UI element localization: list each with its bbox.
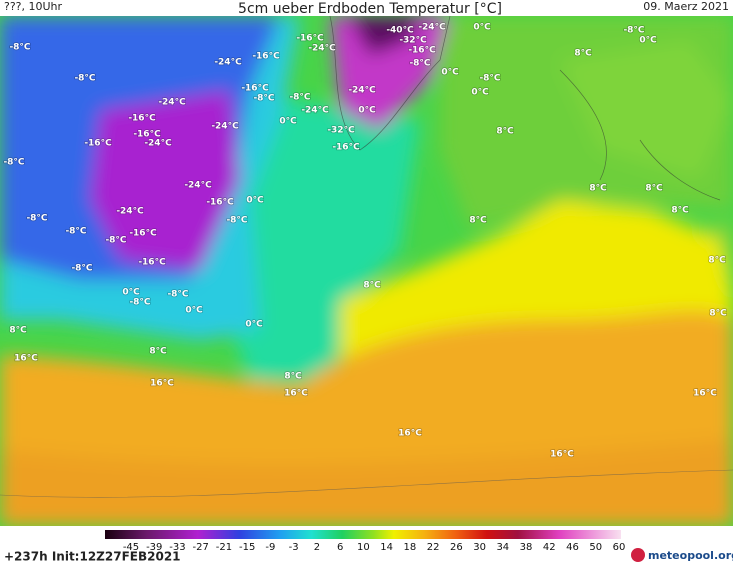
colorbar-tick-label: 50 — [589, 542, 602, 553]
map-label: -16°C — [138, 258, 166, 268]
map-label: -8°C — [409, 59, 430, 69]
map-label: 8°C — [574, 49, 592, 59]
map-label: 16°C — [693, 389, 717, 399]
map-label: -16°C — [84, 139, 112, 149]
map-label: -8°C — [289, 93, 310, 103]
logo-text: meteopool.org — [648, 549, 733, 562]
map-label: -24°C — [144, 139, 172, 149]
map-label: 0°C — [473, 23, 491, 33]
map-label: -24°C — [116, 207, 144, 217]
colorbar-tick-label: -21 — [216, 542, 232, 553]
map-label: 16°C — [550, 450, 574, 460]
colorbar-tick-label: -3 — [289, 542, 299, 553]
map-label: 0°C — [471, 88, 489, 98]
map-label: 0°C — [279, 117, 297, 127]
colorbar-tick-label: 18 — [403, 542, 416, 553]
header-title: 5cm ueber Erdboden Temperatur [°C] — [238, 1, 502, 17]
map-label: -40°C — [386, 26, 414, 36]
footer-run: +237h Init:12Z27FEB2021 — [4, 550, 181, 564]
map-label: -16°C — [128, 114, 156, 124]
map-label: 16°C — [284, 389, 308, 399]
map-label: -8°C — [253, 94, 274, 104]
map-label: -16°C — [296, 34, 324, 44]
map-label: 0°C — [358, 106, 376, 116]
map-label: -8°C — [623, 26, 644, 36]
map-label: -16°C — [252, 52, 280, 62]
map-label: -16°C — [206, 198, 234, 208]
map-label: -8°C — [167, 290, 188, 300]
colorbar-tick-label: 34 — [496, 542, 509, 553]
map-label: -16°C — [408, 46, 436, 56]
map-label: -8°C — [129, 298, 150, 308]
colorbar-tick-label: 14 — [380, 542, 393, 553]
map-label: -16°C — [133, 130, 161, 140]
map-label: 0°C — [639, 36, 657, 46]
map-label: 8°C — [284, 372, 302, 382]
colorbar-tick-label: -15 — [239, 542, 255, 553]
map-label: 0°C — [441, 68, 459, 78]
map-label: -8°C — [71, 264, 92, 274]
map-label: -24°C — [348, 86, 376, 96]
map-label: -8°C — [65, 227, 86, 237]
colorbar-tick-label: -33 — [169, 542, 185, 553]
map-label: -8°C — [3, 158, 24, 168]
logo-icon — [631, 548, 645, 562]
colorbar-tick-label: 22 — [427, 542, 440, 553]
map-label: -24°C — [301, 106, 329, 116]
colorbar — [105, 530, 621, 539]
map-label: -24°C — [418, 23, 446, 33]
map-label: 8°C — [496, 127, 514, 137]
map-label: -8°C — [105, 236, 126, 246]
map-label: -16°C — [241, 84, 269, 94]
colorbar-tick-label: -39 — [146, 542, 162, 553]
map-label: -8°C — [9, 43, 30, 53]
colorbar-tick-label: 26 — [450, 542, 463, 553]
map-label: 8°C — [363, 281, 381, 291]
map-label: 0°C — [185, 306, 203, 316]
map-label: -24°C — [211, 122, 239, 132]
map-label: 16°C — [14, 354, 38, 364]
colorbar-tick-label: 30 — [473, 542, 486, 553]
map-label: 8°C — [709, 309, 727, 319]
map-label: -24°C — [158, 98, 186, 108]
map-label: 0°C — [122, 288, 140, 298]
map-label: -8°C — [226, 216, 247, 226]
map-label: 0°C — [246, 196, 264, 206]
map-label: 16°C — [398, 429, 422, 439]
map-label: -8°C — [26, 214, 47, 224]
header-left: ???, 10Uhr — [4, 0, 63, 13]
map-label: -32°C — [327, 126, 355, 136]
map-label: -8°C — [479, 74, 500, 84]
colorbar-tick-label: 38 — [520, 542, 533, 553]
map-label: -8°C — [74, 74, 95, 84]
map-field — [0, 16, 733, 526]
map-label: 8°C — [671, 206, 689, 216]
map-label: -24°C — [214, 58, 242, 68]
map-label: -16°C — [129, 229, 157, 239]
map-label: -32°C — [399, 36, 427, 46]
colorbar-tick-label: 46 — [566, 542, 579, 553]
map-label: 16°C — [150, 379, 174, 389]
colorbar-tick-label: 2 — [314, 542, 320, 553]
colorbar-tick-label: -27 — [193, 542, 209, 553]
map-label: 8°C — [149, 347, 167, 357]
colorbar-tick-label: 6 — [337, 542, 343, 553]
colorbar-tick-label: -9 — [265, 542, 275, 553]
colorbar-tick-label: 10 — [357, 542, 370, 553]
map-label: -16°C — [332, 143, 360, 153]
map-label: 8°C — [469, 216, 487, 226]
map-label: 0°C — [245, 320, 263, 330]
colorbar-tick-label: 42 — [543, 542, 556, 553]
map-label: 8°C — [589, 184, 607, 194]
colorbar-tick-label: 60 — [613, 542, 626, 553]
map-label: 8°C — [708, 256, 726, 266]
map-label: 8°C — [9, 326, 27, 336]
map-label: -24°C — [184, 181, 212, 191]
map-label: -24°C — [308, 44, 336, 54]
map-label: 8°C — [645, 184, 663, 194]
header-date: 09. Maerz 2021 — [643, 0, 729, 13]
colorbar-tick-label: -45 — [123, 542, 139, 553]
